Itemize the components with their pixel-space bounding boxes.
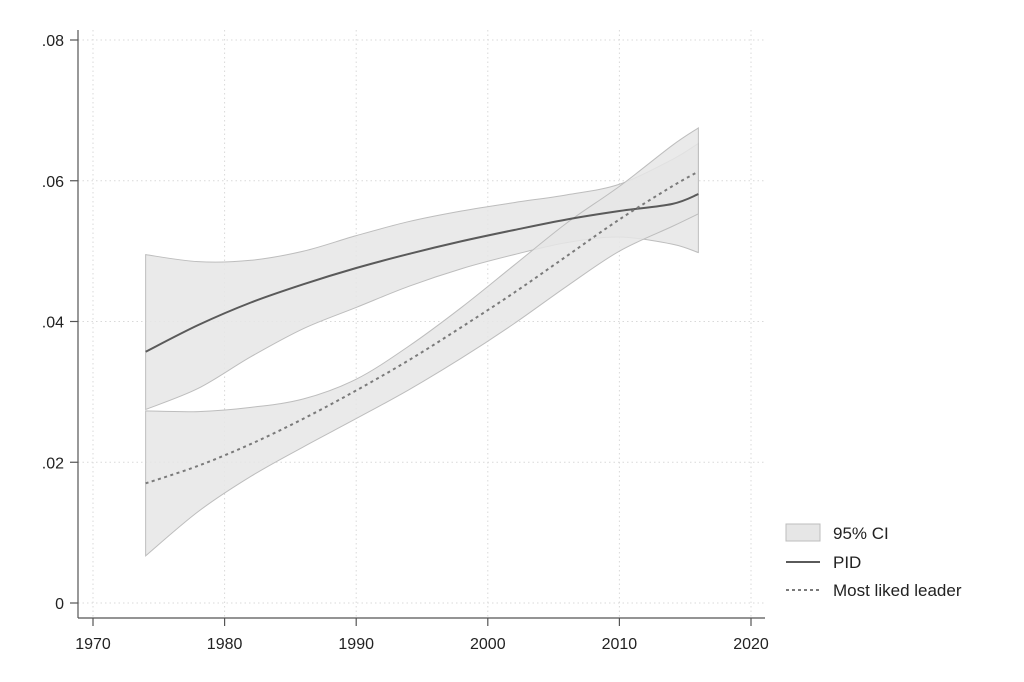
- x-tick-label: 1980: [207, 636, 243, 653]
- legend-pid-label: PID: [833, 553, 861, 572]
- y-tick-label: 0: [55, 596, 64, 613]
- y-tick-label: .04: [42, 315, 64, 332]
- y-tick-label: .02: [42, 455, 64, 472]
- series-lines: [145, 170, 699, 485]
- confidence-bands: [145, 127, 699, 557]
- ci-band-most-liked-leader: [145, 127, 699, 557]
- legend-ci-label: 95% CI: [833, 524, 889, 543]
- legend-ci-swatch: [785, 523, 821, 542]
- series-line-pid: [145, 193, 699, 353]
- x-tick-label: 2020: [733, 636, 769, 653]
- x-tick-label: 1970: [75, 636, 111, 653]
- legend: 95% CI PID Most liked leader: [785, 523, 962, 600]
- ci-band-pid: [145, 142, 699, 411]
- y-tick-label: .08: [42, 33, 64, 50]
- legend-leader-label: Most liked leader: [833, 581, 962, 600]
- y-tick-label: .06: [42, 174, 64, 191]
- x-tick-label: 2010: [602, 636, 638, 653]
- ticks: 1970 1980 1990 2000 2010 2020 0 .02 .04 .06 .08: [42, 33, 769, 653]
- axes: [77, 30, 765, 619]
- series-line-most-liked-leader: [145, 170, 699, 485]
- x-tick-label: 2000: [470, 636, 506, 653]
- x-tick-label: 1990: [338, 636, 374, 653]
